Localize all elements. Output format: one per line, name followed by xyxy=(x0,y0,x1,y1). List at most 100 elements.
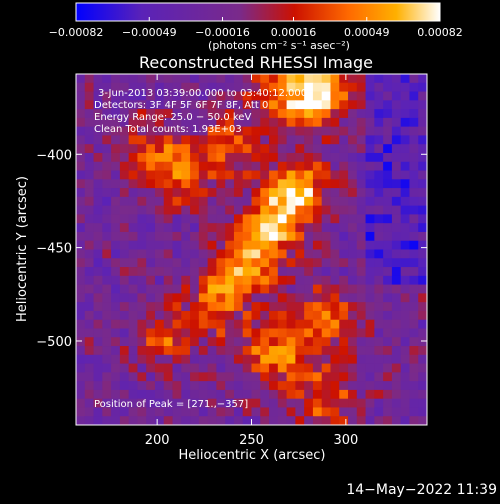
heatmap-cell xyxy=(128,372,138,382)
heatmap-cell xyxy=(216,223,226,233)
heatmap-cell xyxy=(339,152,349,163)
heatmap-cell xyxy=(146,363,156,373)
heatmap-cell xyxy=(418,249,428,259)
heatmap-cell xyxy=(181,152,191,163)
heatmap-cell xyxy=(269,126,279,136)
heatmap-cell xyxy=(365,161,375,171)
heatmap-cell xyxy=(348,398,358,408)
heatmap-cell xyxy=(330,231,340,242)
heatmap-cell xyxy=(76,346,86,356)
heatmap-cell xyxy=(102,74,112,84)
heatmap-cell xyxy=(269,328,279,338)
heatmap-cell xyxy=(269,284,279,294)
heatmap-cell xyxy=(269,223,279,233)
heatmap-cell xyxy=(383,135,393,145)
heatmap-cell xyxy=(137,319,147,329)
heatmap-cell xyxy=(286,389,296,400)
heatmap-cell xyxy=(304,170,314,180)
heatmap-cell xyxy=(374,249,384,259)
heatmap-cell xyxy=(383,144,393,154)
heatmap-cell xyxy=(76,293,86,303)
heatmap-cell xyxy=(418,302,428,312)
heatmap-cell xyxy=(198,109,209,119)
heatmap-cell xyxy=(409,109,419,119)
heatmap-cell xyxy=(277,144,288,154)
heatmap-cell xyxy=(233,284,244,294)
heatmap-cell xyxy=(277,416,288,426)
heatmap-cell xyxy=(225,275,235,286)
heatmap-cell xyxy=(111,310,121,321)
heatmap-cell xyxy=(119,310,130,321)
heatmap-cell xyxy=(207,196,217,207)
heatmap-cell xyxy=(216,275,226,286)
heatmap-cell xyxy=(181,117,191,128)
heatmap-cell xyxy=(198,152,209,163)
heatmap-cell xyxy=(260,126,270,136)
heatmap-cell xyxy=(383,152,393,163)
heatmap-cell xyxy=(233,170,244,180)
heatmap-cell xyxy=(277,91,288,101)
heatmap-cell xyxy=(198,126,209,136)
heatmap-cell xyxy=(321,249,331,259)
heatmap-cell xyxy=(181,319,191,329)
heatmap-cell xyxy=(233,91,244,101)
heatmap-cell xyxy=(181,179,191,189)
heatmap-cell xyxy=(374,416,384,426)
heatmap-cell xyxy=(339,126,349,136)
heatmap-cell xyxy=(356,109,366,119)
heatmap-cell xyxy=(269,240,279,250)
heatmap-cell xyxy=(418,109,428,119)
heatmap-cell xyxy=(233,354,244,364)
heatmap-cell xyxy=(391,372,402,382)
heatmap-cell xyxy=(163,161,173,171)
heatmap-cell xyxy=(312,389,323,400)
heatmap-cell xyxy=(207,275,217,286)
heatmap-cell xyxy=(251,328,261,338)
heatmap-cell xyxy=(163,240,173,250)
heatmap-cell xyxy=(330,126,340,136)
heatmap-cell xyxy=(93,346,103,356)
heatmap-cell xyxy=(225,337,235,347)
heatmap-cell xyxy=(251,231,261,242)
heatmap-cell xyxy=(154,310,165,321)
heatmap-cell xyxy=(365,100,375,110)
heatmap-cell xyxy=(321,161,331,171)
heatmap-cell xyxy=(260,109,270,119)
heatmap-cell xyxy=(286,205,296,215)
heatmap-cell xyxy=(163,389,173,400)
heatmap-cell xyxy=(348,354,358,364)
heatmap-cell xyxy=(233,363,244,373)
heatmap-cell xyxy=(76,319,86,329)
heatmap-cell xyxy=(233,302,244,312)
heatmap-cell xyxy=(295,302,305,312)
heatmap-cell xyxy=(128,284,138,294)
heatmap-cell xyxy=(137,372,147,382)
heatmap-cell xyxy=(348,74,358,84)
heatmap-cell xyxy=(207,214,217,224)
heatmap-cell xyxy=(84,319,94,329)
heatmap-cell xyxy=(181,161,191,171)
heatmap-cell xyxy=(207,170,217,180)
heatmap-cell xyxy=(146,74,156,84)
heatmap-cell xyxy=(409,205,419,215)
heatmap-cell xyxy=(111,91,121,101)
heatmap-cell xyxy=(260,302,270,312)
chart-title: Reconstructed RHESSI Image xyxy=(139,53,373,72)
heatmap-cell xyxy=(172,381,182,391)
heatmap-cell xyxy=(172,223,182,233)
heatmap-cell xyxy=(286,144,296,154)
heatmap-cell xyxy=(84,223,94,233)
heatmap-cell xyxy=(365,126,375,136)
colorbar-units-label: (photons cm⁻² s⁻¹ asec⁻²) xyxy=(208,39,350,52)
heatmap-cell xyxy=(260,363,270,373)
heatmap-cell xyxy=(391,328,402,338)
heatmap-cell xyxy=(102,363,112,373)
heatmap-cell xyxy=(225,82,235,92)
heatmap-cell xyxy=(312,100,323,110)
heatmap-cell xyxy=(111,346,121,356)
heatmap-cell xyxy=(198,249,209,259)
heatmap-cell xyxy=(418,398,428,408)
heatmap-cell xyxy=(374,74,384,84)
heatmap-cell xyxy=(128,196,138,207)
heatmap-cell xyxy=(365,135,375,145)
